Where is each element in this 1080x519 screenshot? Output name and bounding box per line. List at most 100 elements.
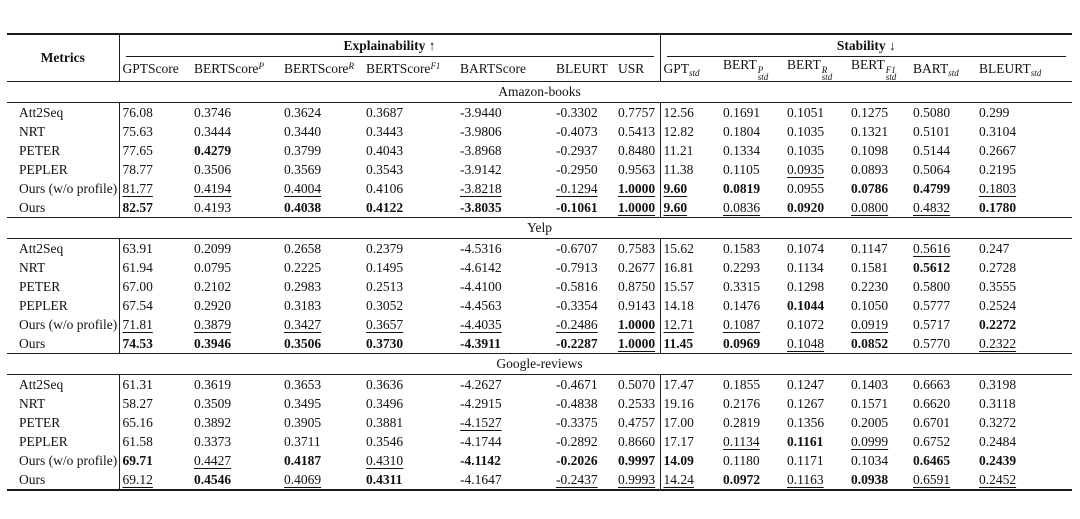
metric-value: 0.6663 xyxy=(913,376,951,392)
metric-value: 0.3427 xyxy=(284,316,322,332)
metric-value: 0.2677 xyxy=(618,259,656,275)
metric-value: 0.4004 xyxy=(284,180,322,196)
metric-value: 0.5413 xyxy=(618,123,656,139)
metric-value: -4.6142 xyxy=(460,259,502,275)
metric-value: 0.7583 xyxy=(618,240,656,256)
metric-value: 0.5064 xyxy=(913,161,951,177)
metric-value: 0.9143 xyxy=(618,297,656,313)
metric-value: 0.0836 xyxy=(723,199,761,215)
metric-value: 0.2667 xyxy=(979,142,1017,158)
table-row: Ours (w/o profile) 71.81 0.3879 0.3427 0.365… xyxy=(7,315,1072,334)
metric-value: 0.1804 xyxy=(723,123,761,139)
section-row: Google-reviews xyxy=(7,353,1073,375)
metric-value: 61.31 xyxy=(118,374,191,394)
model-name: PETER xyxy=(19,278,61,294)
metric-value: 0.0795 xyxy=(194,259,232,275)
metric-value: 0.1321 xyxy=(851,123,889,139)
metric-value: -0.4838 xyxy=(556,395,598,411)
metric-value: 0.1247 xyxy=(787,376,825,392)
col-header-bertscore-p: BERTScoreP xyxy=(194,61,264,76)
metric-value: 0.0893 xyxy=(851,161,889,177)
metric-value: 0.8660 xyxy=(618,433,656,449)
metric-value: 0.3052 xyxy=(366,297,404,313)
metric-value: 0.0919 xyxy=(851,316,889,332)
metric-value: 81.77 xyxy=(118,179,191,198)
metric-value: 0.0938 xyxy=(851,471,889,487)
metric-value: 0.1035 xyxy=(787,123,825,139)
metric-value: 0.3440 xyxy=(284,123,322,139)
metric-value: 0.3443 xyxy=(366,123,404,139)
table-row: Ours 74.53 0.3946 0.3506 0.3730 -4.3911 -0.228… xyxy=(7,334,1072,354)
metric-value: 0.3506 xyxy=(284,335,322,351)
metric-value: 0.1048 xyxy=(787,335,825,351)
metric-value: 69.71 xyxy=(118,451,191,470)
metric-value: 0.2728 xyxy=(979,259,1017,275)
metric-value: -0.3375 xyxy=(556,414,598,430)
col-header-bleurt: BLEURT xyxy=(556,61,608,76)
metric-value: 0.2379 xyxy=(366,240,404,256)
metric-value: 16.81 xyxy=(659,258,721,277)
metric-value: 0.3881 xyxy=(366,414,404,430)
metric-value: -0.2486 xyxy=(556,316,598,332)
metric-value: 71.81 xyxy=(118,315,191,334)
section-title: Amazon-books xyxy=(7,81,1073,103)
metric-value: 0.1476 xyxy=(723,297,761,313)
explainability-label: Explainability ↑ xyxy=(125,35,654,57)
metric-value: -0.1294 xyxy=(556,180,598,196)
section-title: Google-reviews xyxy=(7,353,1073,375)
metric-value: 0.1034 xyxy=(851,452,889,468)
metric-value: -4.4100 xyxy=(460,278,502,294)
table-row: NRT 61.94 0.0795 0.2225 0.1495 -4.6142 -0.7913… xyxy=(7,258,1072,277)
metric-value: 14.18 xyxy=(659,296,721,315)
section-title: Yelp xyxy=(7,217,1073,239)
metric-value: 0.1691 xyxy=(723,104,761,120)
metric-value: 0.5612 xyxy=(913,259,951,275)
metric-value: 0.2658 xyxy=(284,240,322,256)
metric-value: 0.3543 xyxy=(366,161,404,177)
metric-value: 19.16 xyxy=(659,394,721,413)
metric-value: 0.3272 xyxy=(979,414,1017,430)
metric-value: 0.3746 xyxy=(194,104,232,120)
metric-value: 0.0800 xyxy=(851,199,889,215)
metric-value: 0.5070 xyxy=(618,376,656,392)
table-row: Ours (w/o profile) 69.71 0.4427 0.4187 0.431… xyxy=(7,451,1072,470)
model-name: Att2Seq xyxy=(19,104,64,120)
metric-value: 0.4106 xyxy=(366,180,404,196)
col-header-gpt-std: GPTstd xyxy=(659,57,721,82)
model-name: PEPLER xyxy=(19,433,68,449)
metric-value: 0.2452 xyxy=(979,471,1017,487)
metric-value: -0.2026 xyxy=(556,452,598,468)
metric-value: 0.1044 xyxy=(787,297,825,313)
group-header-stability: Stability ↓ xyxy=(659,33,1073,57)
metric-value: 0.1105 xyxy=(723,161,760,177)
metric-value: 0.4038 xyxy=(284,199,322,215)
metric-value: 0.1050 xyxy=(851,297,889,313)
metric-value: -3.9440 xyxy=(460,104,502,120)
metric-value: 0.3687 xyxy=(366,104,404,120)
metric-value: -0.2950 xyxy=(556,161,598,177)
metric-value: 11.45 xyxy=(659,334,721,354)
metric-value: -0.2287 xyxy=(556,335,598,351)
metric-value: 0.2099 xyxy=(194,240,232,256)
metric-value: 0.5101 xyxy=(913,123,951,139)
metric-value: 0.3315 xyxy=(723,278,761,294)
model-name: PEPLER xyxy=(19,161,68,177)
metric-value: 0.3619 xyxy=(194,376,232,392)
metric-value: -4.2915 xyxy=(460,395,502,411)
model-name: Ours (w/o profile) xyxy=(19,452,118,468)
metric-value: 67.54 xyxy=(118,296,191,315)
metric-value: 0.8750 xyxy=(618,278,656,294)
metric-value: 0.1583 xyxy=(723,240,761,256)
model-name: Ours xyxy=(19,199,46,215)
metric-value: 0.2484 xyxy=(979,433,1017,449)
metric-value: 58.27 xyxy=(118,394,191,413)
metric-value: 0.3892 xyxy=(194,414,232,430)
metric-value: -0.6707 xyxy=(556,240,598,256)
metric-value: -0.4671 xyxy=(556,376,598,392)
model-name: Ours xyxy=(19,335,46,351)
metric-value: 0.3183 xyxy=(284,297,322,313)
metric-value: 0.1171 xyxy=(787,452,824,468)
